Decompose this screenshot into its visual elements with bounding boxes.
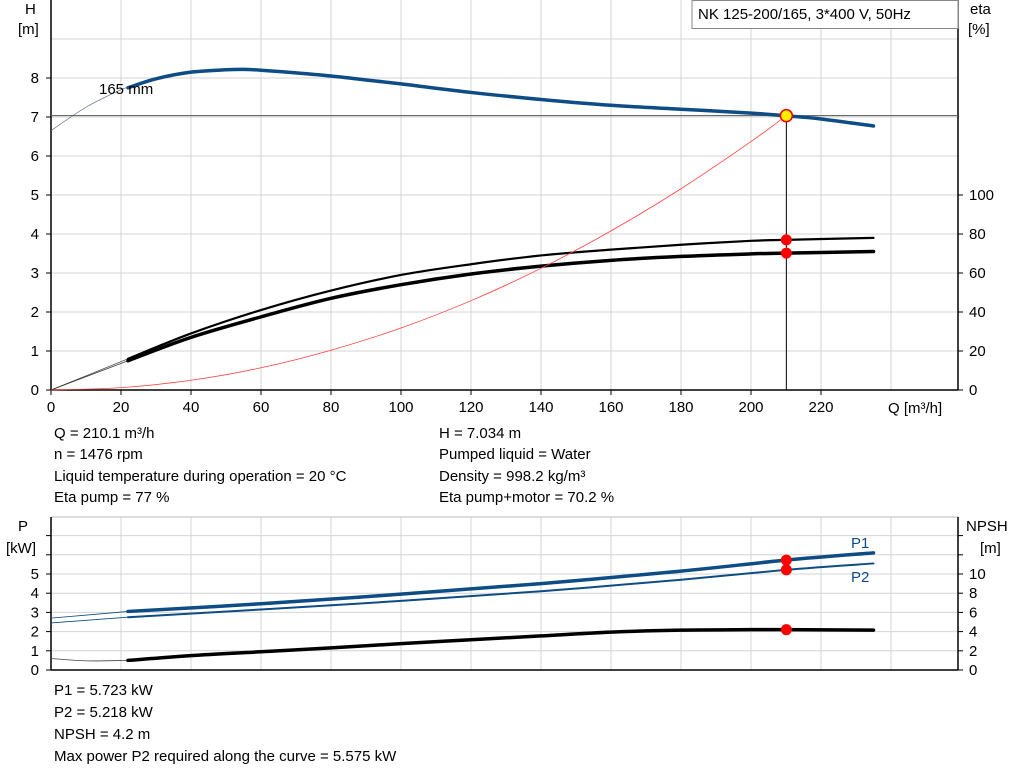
- bottom-grid: 0 1 2 3 4 5 0 2 4 6 8 10: [31, 516, 986, 679]
- P1-curve: [126, 551, 876, 614]
- eta-pump-motor-point: [780, 247, 792, 259]
- p1-point: [780, 554, 792, 566]
- x-tick-label: 20: [113, 399, 130, 416]
- p-tick-label: 5: [31, 566, 39, 583]
- P2-curve-extrapolated: [50, 616, 129, 624]
- h-tick-label: 2: [31, 304, 39, 321]
- eta-tick-label: 60: [969, 265, 986, 282]
- P2-curve: [127, 562, 875, 619]
- duty-point: [779, 108, 794, 123]
- h-tick-label: 1: [31, 343, 39, 360]
- npsh-tick-label: 2: [969, 643, 977, 660]
- eta_pump_motor-curve: [126, 249, 876, 363]
- info-max-p2: Max power P2 required along the curve = …: [54, 748, 397, 765]
- p-tick-label: 0: [31, 662, 39, 679]
- npsh-tick-label: 8: [969, 585, 977, 602]
- h-axis-label: H: [25, 1, 36, 18]
- P1-curve-extrapolated: [50, 611, 129, 619]
- eta-pump-point: [780, 234, 792, 246]
- x-tick-label: 200: [738, 399, 763, 416]
- eta-axis-label: eta: [970, 1, 992, 18]
- x-tick-label: 100: [388, 399, 413, 416]
- p-tick-label: 2: [31, 624, 39, 641]
- info-temp: Liquid temperature during operation = 20…: [54, 468, 347, 485]
- npsh-tick-label: 6: [969, 604, 977, 621]
- x-tick-label: 80: [323, 399, 340, 416]
- x-tick-label: 60: [253, 399, 270, 416]
- h-tick-label: 5: [31, 187, 39, 204]
- info-eta-pump-motor: Eta pump+motor = 70.2 %: [439, 489, 615, 506]
- H-curve: [126, 67, 876, 128]
- x-tick-label: 220: [808, 399, 833, 416]
- npsh-axis-label: NPSH: [966, 518, 1008, 535]
- h-tick-label: 3: [31, 265, 39, 282]
- top-grid: 0 20 40 60 80 100 120 140 160 180 200 2200123456780…: [31, 0, 994, 416]
- h-tick-label: 8: [31, 70, 39, 87]
- curve-label: 165 mm: [99, 81, 153, 98]
- eta-tick-label: 80: [969, 226, 986, 243]
- p-axis-unit: [kW]: [6, 540, 36, 557]
- x-tick-label: 160: [598, 399, 623, 416]
- npsh-tick-label: 4: [969, 624, 977, 641]
- NPSH-curve: [126, 627, 876, 663]
- p2-point: [780, 564, 792, 576]
- eta_pump_motor-curve-extrapolated: [50, 360, 129, 391]
- x-tick-label: 180: [668, 399, 693, 416]
- info-h: H = 7.034 m: [439, 425, 522, 442]
- p2-series-label: P2: [851, 569, 869, 586]
- h-tick-label: 0: [31, 382, 39, 399]
- npsh-tick-label: 10: [969, 566, 986, 583]
- info-liquid: Pumped liquid = Water: [439, 446, 591, 463]
- x-tick-label: 0: [47, 399, 55, 416]
- npsh-point: [780, 624, 792, 636]
- p1-series-label: P1: [851, 535, 869, 552]
- npsh-tick-label: 0: [969, 662, 977, 679]
- info-n: n = 1476 rpm: [54, 446, 143, 463]
- x-tick-label: 140: [528, 399, 553, 416]
- eta-axis-unit: [%]: [968, 21, 990, 38]
- info-p2: P2 = 5.218 kW: [54, 704, 153, 721]
- chart-marks: [50, 67, 958, 663]
- system-curve: [50, 115, 787, 391]
- info-p1: P1 = 5.723 kW: [54, 682, 153, 699]
- h-tick-label: 7: [31, 109, 39, 126]
- p-tick-label: 3: [31, 604, 39, 621]
- NPSH-curve-extrapolated: [50, 658, 129, 662]
- info-q: Q = 210.1 m³/h: [54, 425, 155, 442]
- info-density: Density = 998.2 kg/m³: [439, 468, 586, 485]
- p-tick-label: 4: [31, 585, 39, 602]
- npsh-axis-unit: [m]: [980, 540, 1001, 557]
- title-box-text: NK 125-200/165, 3*400 V, 50Hz: [698, 6, 911, 23]
- eta-tick-label: 20: [969, 343, 986, 360]
- eta-tick-label: 100: [969, 187, 994, 204]
- eta-tick-label: 0: [969, 382, 977, 399]
- h-tick-label: 4: [31, 226, 39, 243]
- x-tick-label: 120: [458, 399, 483, 416]
- h-tick-label: 6: [31, 148, 39, 165]
- p-tick-label: 1: [31, 643, 39, 660]
- eta-tick-label: 40: [969, 304, 986, 321]
- x-tick-label: 40: [183, 399, 200, 416]
- eta_pump-curve: [126, 236, 875, 360]
- p-axis-label: P: [18, 518, 28, 535]
- info-npsh: NPSH = 4.2 m: [54, 726, 151, 743]
- title-box: [691, 0, 959, 29]
- q-axis-label: Q [m³/h]: [888, 400, 942, 417]
- h-axis-unit: [m]: [18, 21, 39, 38]
- info-eta-pump: Eta pump = 77 %: [54, 489, 170, 506]
